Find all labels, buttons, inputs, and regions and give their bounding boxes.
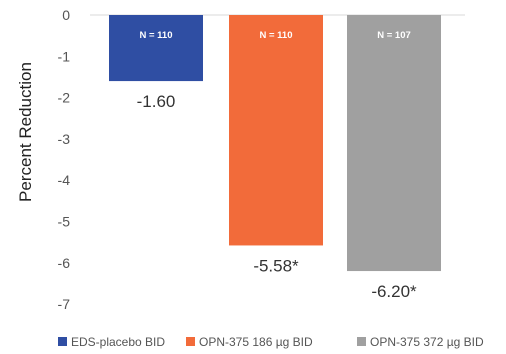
y-tick-label: -3 [58,131,71,147]
bar [109,15,203,82]
y-tick-label: -1 [58,48,71,64]
y-tick-label: -6 [58,255,71,271]
legend-swatch [357,337,366,346]
y-tick-label: 0 [62,7,70,23]
y-tick-label: -4 [58,172,71,188]
bar-value-label: -5.58* [253,256,299,275]
y-axis-label: Percent Reduction [16,62,35,202]
bar [347,15,441,272]
legend-label: OPN-375 186 µg BID [199,335,313,349]
bar [229,15,323,246]
y-tick-label: -7 [58,296,71,312]
legend: EDS-placebo BID OPN-375 186 µg BID OPN-375… [58,335,484,349]
legend-swatch [186,337,195,346]
legend-label: EDS-placebo BID [71,335,165,349]
y-axis-ticks: 0 -1 -2 -3 -4 -5 -6 -7 [58,7,71,312]
bar-value-label: -1.60 [137,92,176,111]
bars: N = 110 -1.60 N = 110 -5.58* N = 107 -6.20* [109,15,441,301]
legend-swatch [58,337,67,346]
y-tick-label: -5 [58,214,71,230]
y-tick-label: -2 [58,90,71,106]
bar-n-label: N = 110 [139,30,172,41]
bar-value-label: -6.20* [371,282,417,301]
bar-n-label: N = 110 [259,30,292,41]
bar-n-label: N = 107 [377,30,411,41]
legend-label: OPN-375 372 µg BID [370,335,484,349]
